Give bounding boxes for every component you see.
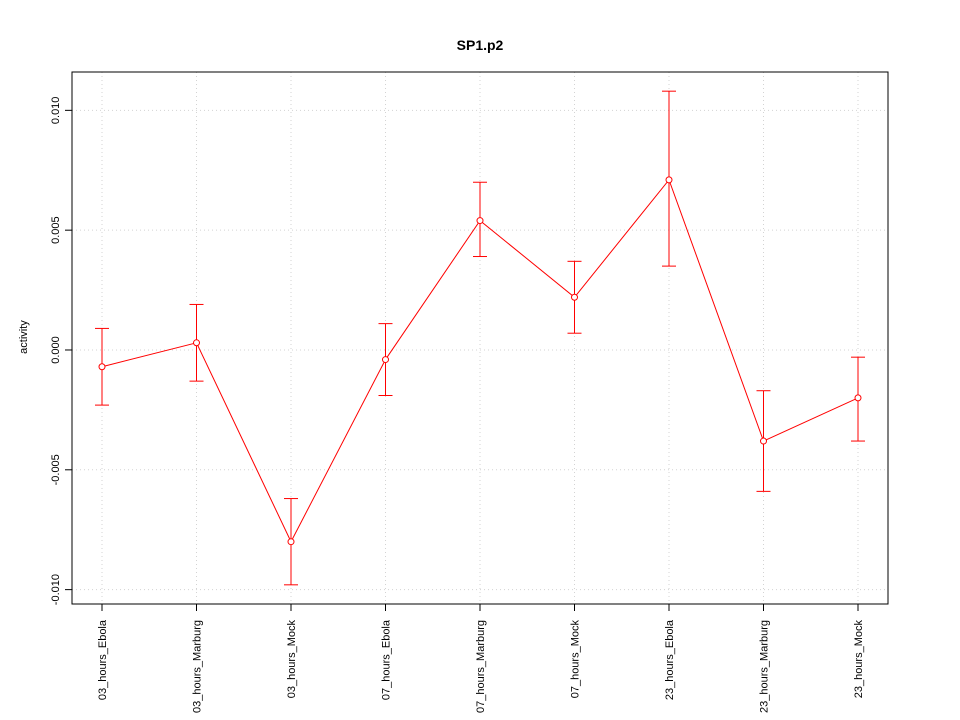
x-tick-label: 07_hours_Marburg	[475, 620, 487, 713]
x-tick-label: 23_hours_Ebola	[664, 619, 676, 700]
x-tick-label: 03_hours_Ebola	[97, 619, 109, 700]
data-point	[854, 394, 862, 402]
data-point	[98, 363, 106, 371]
y-axis-label: activity	[18, 320, 30, 354]
x-tick-label: 07_hours_Mock	[570, 620, 582, 699]
y-tick-label: 0.005	[50, 216, 62, 244]
x-tick-label: 03_hours_Mock	[286, 620, 298, 699]
data-point	[193, 339, 200, 347]
data-point	[760, 437, 767, 445]
data-point	[382, 356, 389, 364]
x-tick-label: 03_hours_Marburg	[192, 620, 204, 713]
data-point	[287, 538, 295, 546]
y-tick-label: -0.010	[50, 574, 62, 605]
axes: -0.010 -0.005 0.000 0.005 0.010 03_hours_Ebol…	[50, 97, 865, 713]
data-point	[476, 217, 484, 225]
x-tick-label: 07_hours_Ebola	[381, 619, 393, 700]
y-tick-label: 0.010	[50, 97, 62, 125]
y-tick-label: -0.005	[50, 454, 62, 485]
x-tick-label: 23_hours_Marburg	[759, 620, 771, 713]
y-tick-label: 0.000	[50, 336, 62, 364]
grid	[72, 72, 888, 604]
x-tick-label: 23_hours_Mock	[853, 620, 865, 699]
series	[95, 90, 865, 586]
data-point	[571, 293, 578, 301]
data-point	[665, 176, 673, 184]
chart-title: SP1.p2	[457, 37, 504, 53]
